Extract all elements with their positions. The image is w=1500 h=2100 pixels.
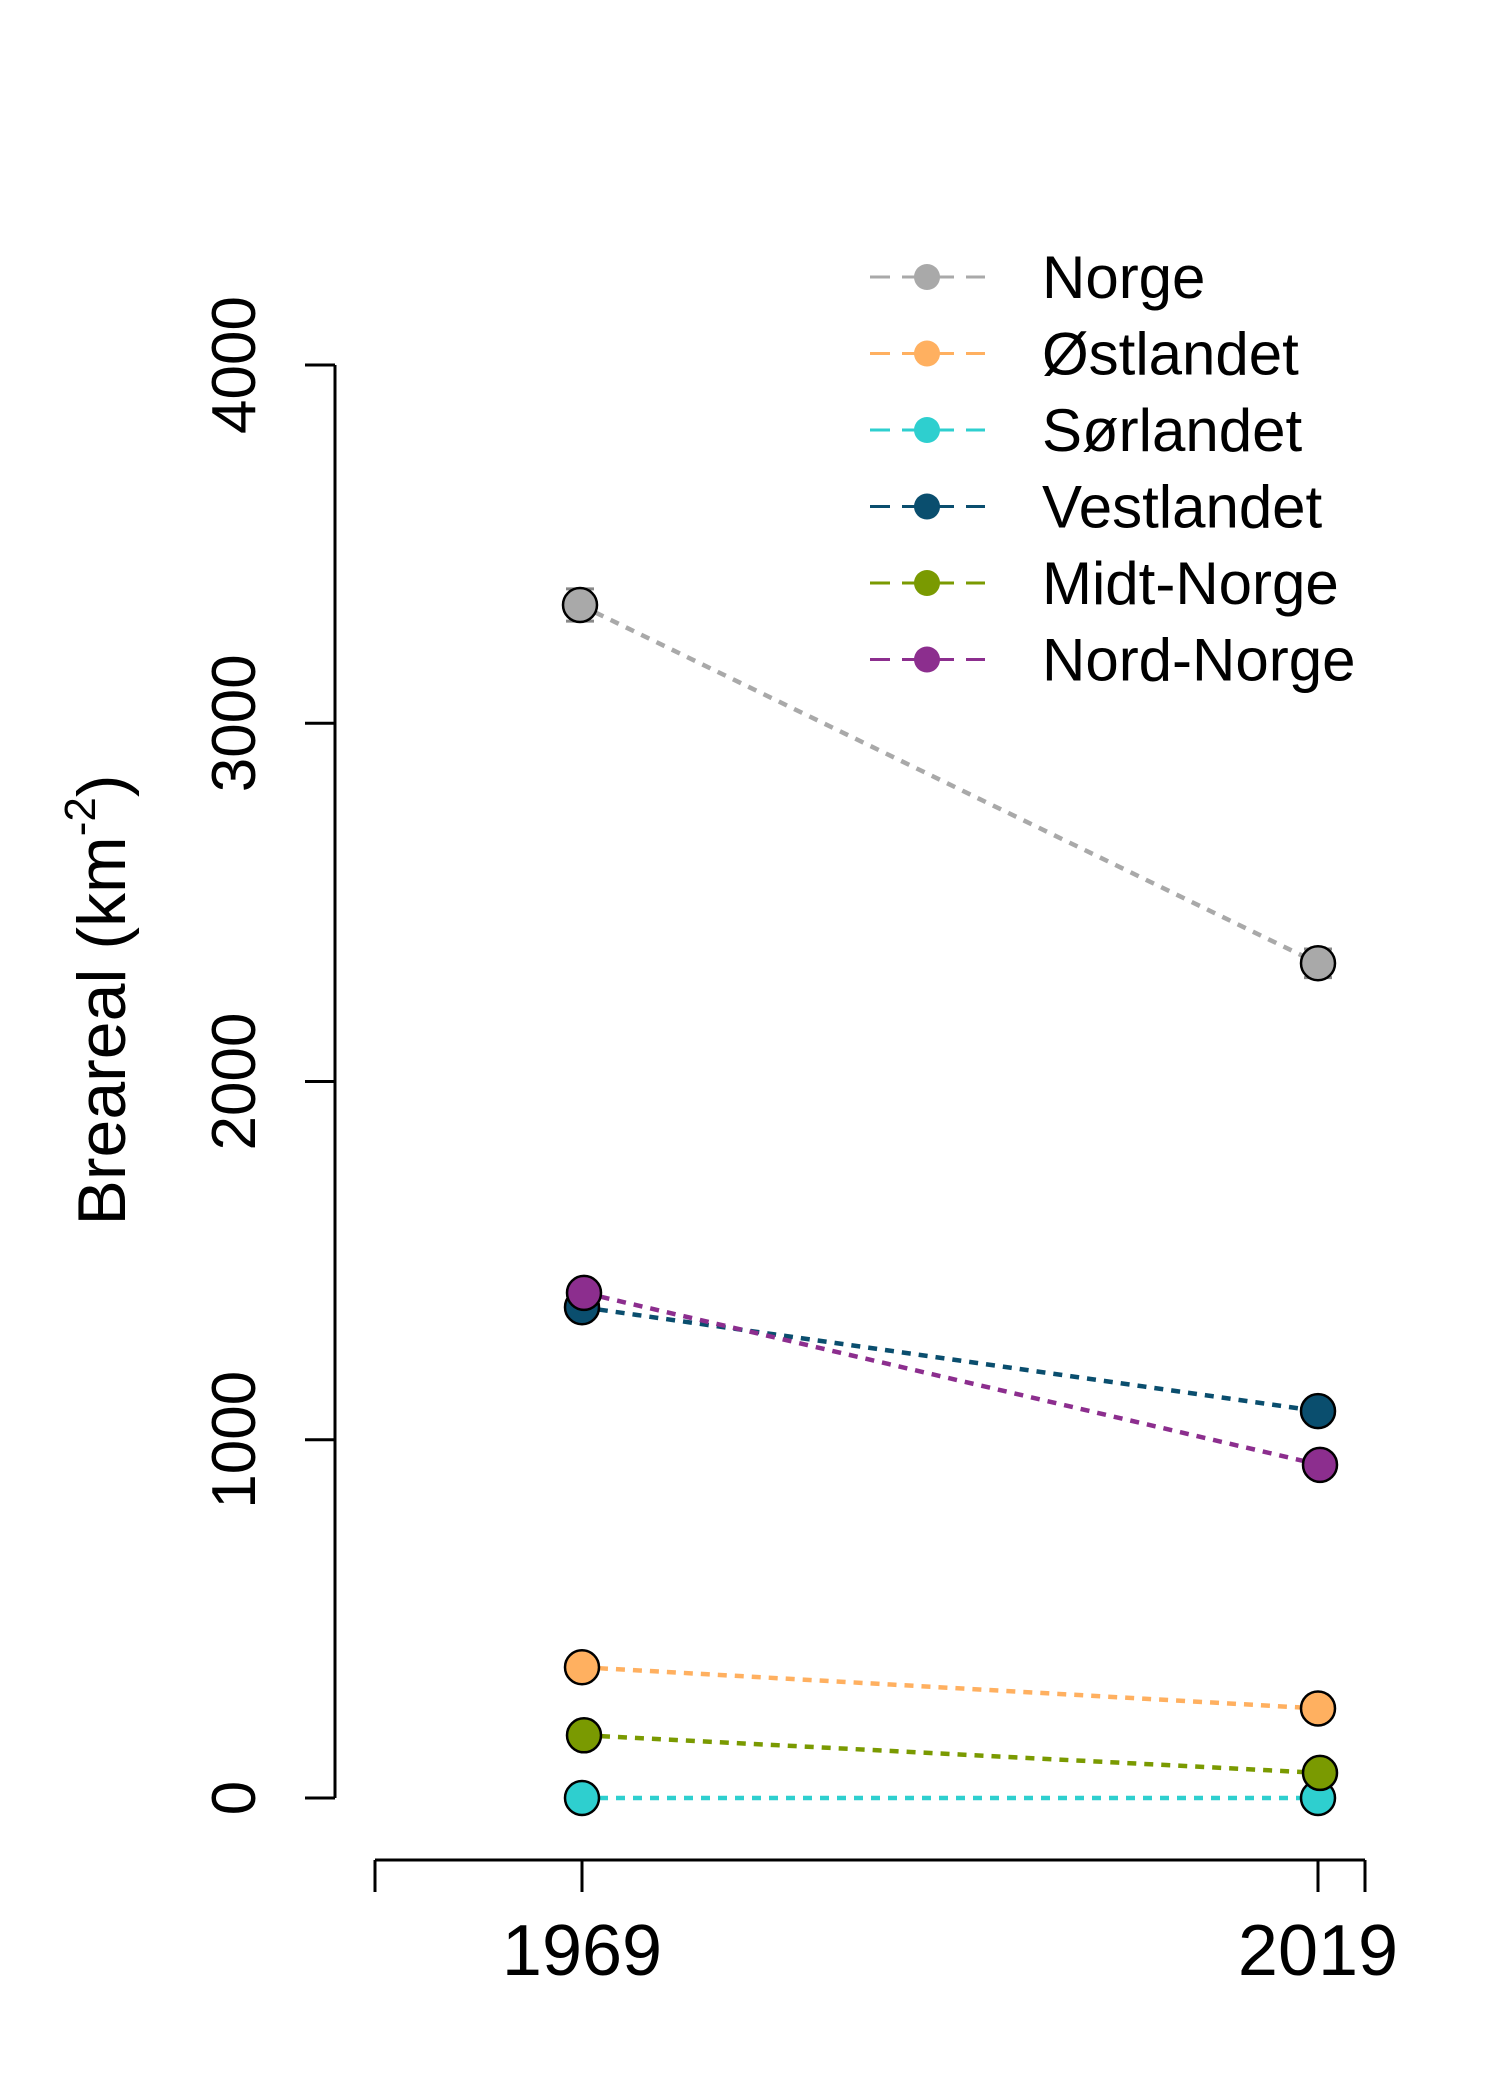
y-axis: 0 1000 2000 3000 4000 bbox=[200, 296, 337, 1815]
legend-label: Østlandet bbox=[1042, 321, 1299, 388]
data-point bbox=[1299, 1690, 1337, 1727]
y-tick-label: 4000 bbox=[200, 296, 269, 434]
legend-label: Vestlandet bbox=[1042, 474, 1323, 541]
x-tick-label: 2019 bbox=[1238, 1911, 1398, 1991]
y-tick-label: 2000 bbox=[200, 1013, 269, 1151]
legend-label: Norge bbox=[1042, 244, 1205, 311]
series-line bbox=[581, 1304, 1319, 1414]
data-point bbox=[565, 1274, 603, 1312]
series-line bbox=[583, 1290, 1321, 1468]
legend-marker bbox=[914, 340, 940, 367]
series-Vestlandet bbox=[563, 1288, 1337, 1430]
y-axis-label-main: Breareal (km bbox=[64, 836, 140, 1225]
legend-item: Vestlandet bbox=[870, 474, 1323, 541]
y-tick-label: 0 bbox=[200, 1781, 269, 1815]
series-Østlandet bbox=[563, 1648, 1337, 1727]
legend-item: Sørlandet bbox=[870, 397, 1302, 464]
y-tick-label: 3000 bbox=[200, 654, 269, 792]
series-Sørlandet bbox=[563, 1779, 1337, 1817]
series-Midt-Norge bbox=[565, 1717, 1339, 1792]
series-Nord-Norge bbox=[565, 1274, 1339, 1484]
legend-marker bbox=[914, 646, 940, 673]
data-point bbox=[1301, 1754, 1339, 1792]
series-Norge bbox=[561, 586, 1337, 982]
series-line bbox=[579, 603, 1319, 966]
series-line bbox=[583, 1733, 1321, 1776]
series-layer bbox=[561, 586, 1339, 1817]
data-point bbox=[561, 586, 599, 624]
legend-item: Norge bbox=[870, 244, 1205, 311]
data-point bbox=[563, 1779, 601, 1817]
y-tick-label: 1000 bbox=[200, 1371, 269, 1509]
legend-marker bbox=[914, 264, 940, 290]
y-axis-label-close: ) bbox=[64, 775, 140, 798]
x-tick-label: 1969 bbox=[502, 1911, 662, 1991]
legend-item: Midt-Norge bbox=[870, 550, 1339, 617]
legend: Norge Østlandet Sørlandet Vestlandet Midt-No… bbox=[870, 244, 1355, 694]
data-point bbox=[565, 1717, 603, 1754]
data-point bbox=[1301, 1446, 1339, 1484]
legend-item: Østlandet bbox=[870, 321, 1299, 388]
legend-item: Nord-Norge bbox=[870, 627, 1355, 694]
data-point bbox=[563, 1648, 601, 1686]
legend-marker bbox=[914, 570, 940, 596]
legend-marker bbox=[914, 417, 940, 443]
series-line bbox=[581, 1664, 1319, 1711]
x-axis: 1969 2019 bbox=[373, 1858, 1398, 1991]
y-axis-label-superscript: -2 bbox=[56, 797, 105, 836]
legend-label: Sørlandet bbox=[1042, 397, 1302, 464]
legend-label: Midt-Norge bbox=[1042, 550, 1339, 617]
data-point bbox=[1299, 1392, 1337, 1430]
y-axis-label: Breareal (km-2) bbox=[56, 775, 140, 1226]
legend-marker bbox=[914, 493, 940, 520]
legend-label: Nord-Norge bbox=[1042, 627, 1355, 694]
data-point bbox=[1299, 945, 1337, 982]
